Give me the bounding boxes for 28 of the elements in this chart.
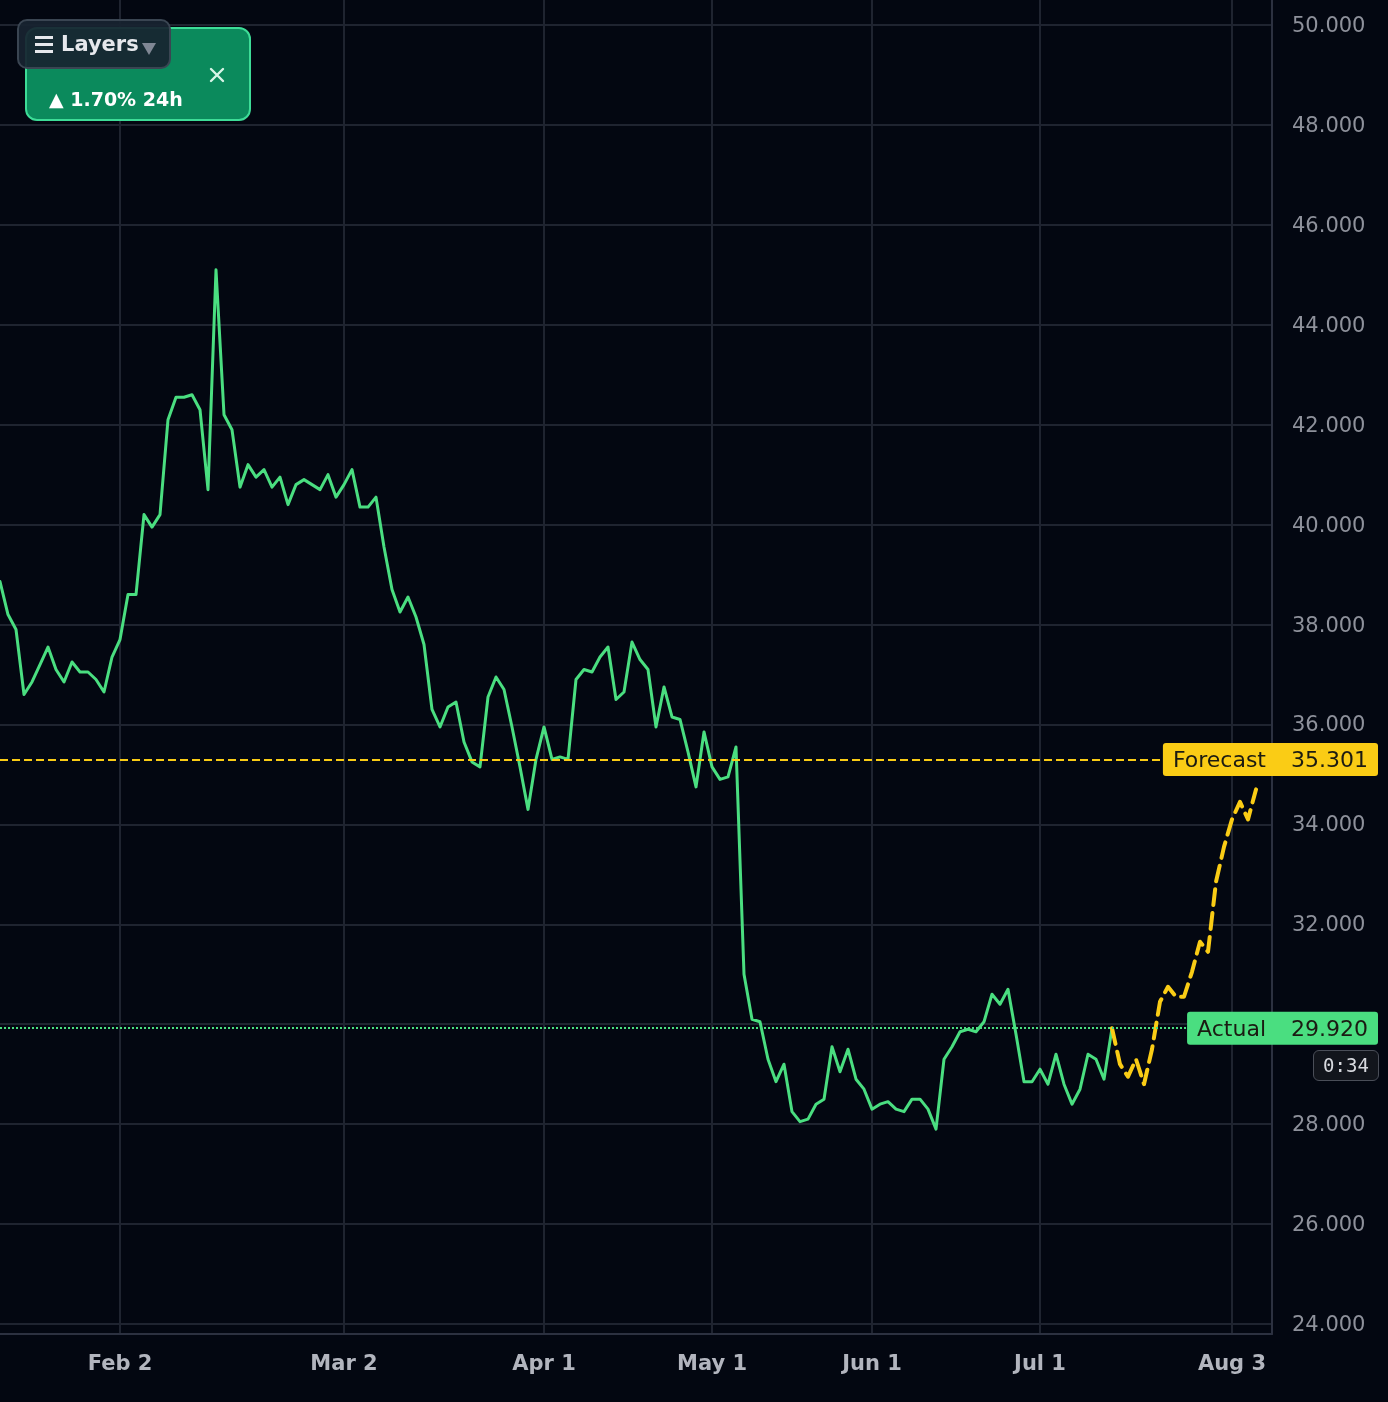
y-tick-label: 24.000 [1292,1312,1366,1337]
x-tick-label: Jun 1 [840,1350,902,1375]
x-tick-label: Mar 2 [310,1350,378,1375]
text: 0:34 [1313,1050,1379,1081]
ref-line-label: Actual [1197,1016,1266,1042]
x-tick-label: Feb 2 [87,1350,153,1375]
y-tick-label: 32.000 [1292,912,1366,937]
y-tick-label: 42.000 [1292,412,1366,437]
x-tick-label: Apr 1 [512,1350,576,1375]
y-tick-label: 36.000 [1292,712,1366,737]
text: 35.301 [1291,747,1368,773]
y-tick-label: 40.000 [1292,512,1366,537]
y-tick-label: 50.000 [1292,12,1366,37]
y-tick-label: 34.000 [1292,812,1366,837]
y-tick-label: 28.000 [1292,1112,1366,1137]
ref-line-label: Forecast [1172,747,1267,773]
annotation: ▲ 1.70% 24h [49,88,183,110]
annotation: Layers [61,32,139,56]
y-tick-label: 48.000 [1292,112,1366,137]
x-tick-label: Jul 1 [1012,1350,1066,1375]
layers-button: Layers [17,19,171,69]
y-tick-label: 44.000 [1292,312,1366,337]
text: 29.920 [1291,1016,1368,1042]
x-tick-label: Aug 3 [1197,1350,1267,1375]
y-tick-label: 46.000 [1292,212,1366,237]
x-tick-label: May 1 [676,1350,748,1375]
y-tick-label: 38.000 [1292,612,1366,637]
y-tick-label: 26.000 [1292,1212,1366,1237]
